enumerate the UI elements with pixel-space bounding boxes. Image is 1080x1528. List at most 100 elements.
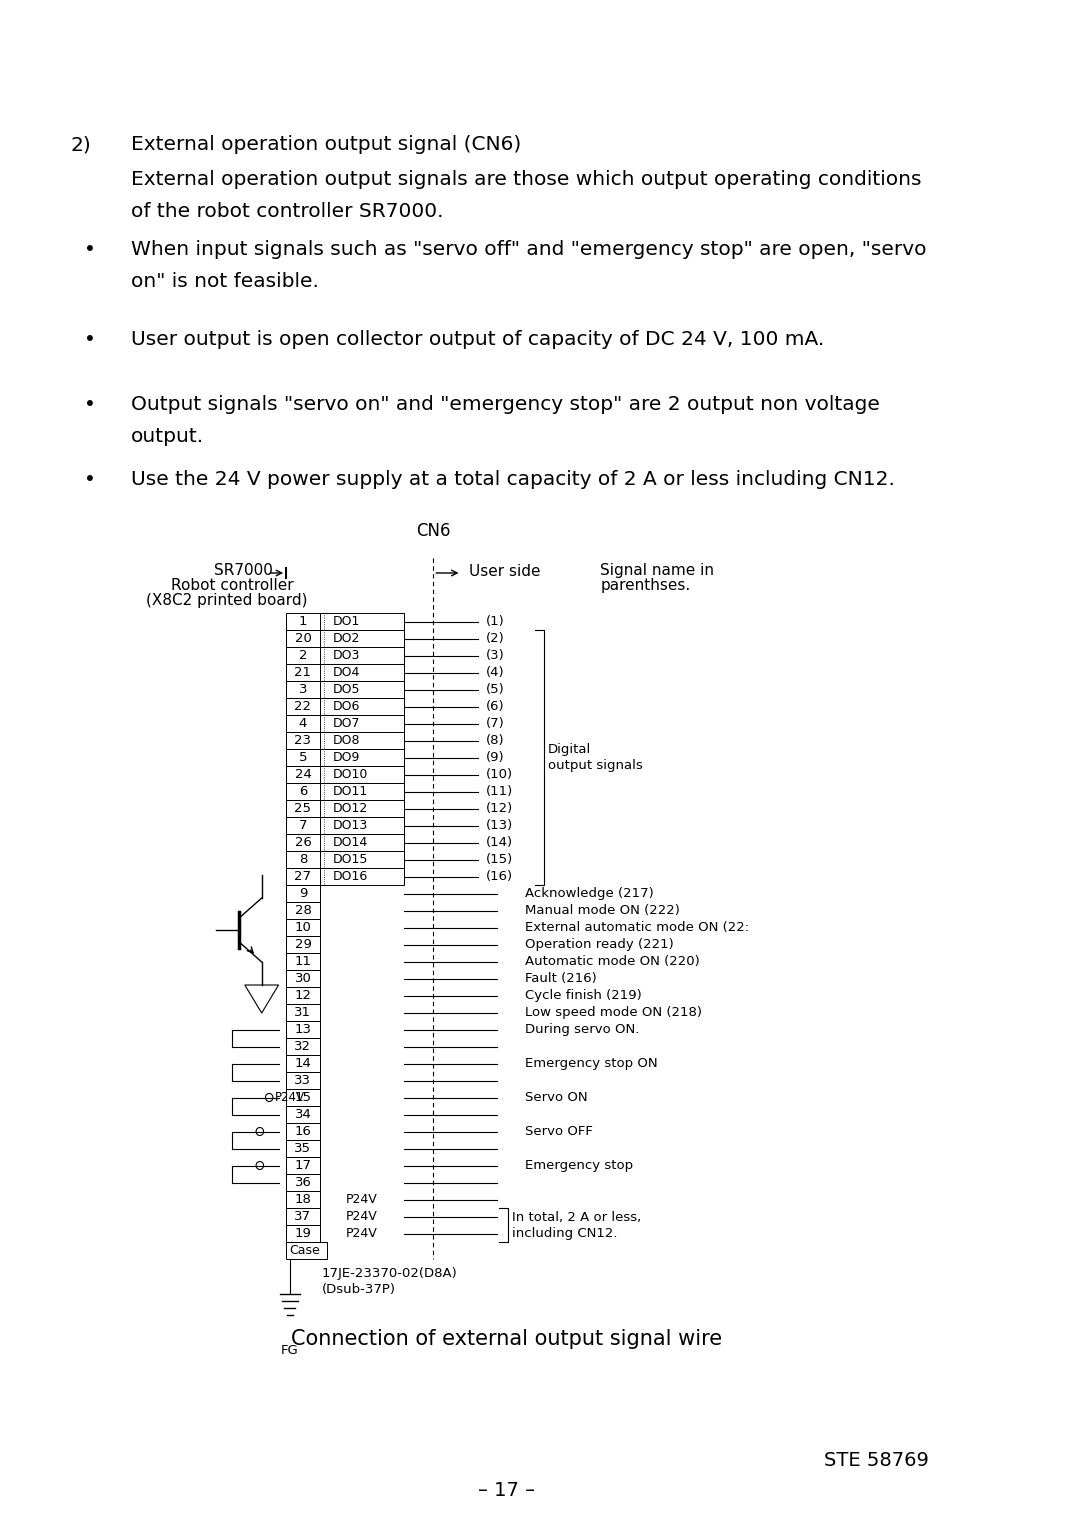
Bar <box>286 851 320 868</box>
Text: DO10: DO10 <box>333 769 368 781</box>
Text: External operation output signals are those which output operating conditions: External operation output signals are th… <box>132 170 922 189</box>
Bar <box>320 817 404 834</box>
Text: Operation ready (221): Operation ready (221) <box>525 938 674 950</box>
Text: Automatic mode ON (220): Automatic mode ON (220) <box>525 955 700 969</box>
Text: 17JE-23370-02(D8A): 17JE-23370-02(D8A) <box>322 1267 458 1280</box>
Bar <box>286 613 320 630</box>
Text: •: • <box>84 396 96 414</box>
Text: Case: Case <box>288 1244 320 1258</box>
Bar <box>286 801 320 817</box>
Text: 10: 10 <box>295 921 311 934</box>
Bar <box>286 1073 320 1089</box>
Text: DO8: DO8 <box>333 733 361 747</box>
Bar <box>286 918 320 937</box>
Text: P24V: P24V <box>347 1193 378 1206</box>
Bar <box>286 1089 320 1106</box>
Text: 29: 29 <box>295 938 311 950</box>
Bar <box>320 665 404 681</box>
Text: When input signals such as "servo off" and "emergency stop" are open, "servo: When input signals such as "servo off" a… <box>132 240 927 260</box>
Text: Manual mode ON (222): Manual mode ON (222) <box>525 905 680 917</box>
Bar <box>286 665 320 681</box>
Text: External operation output signal (CN6): External operation output signal (CN6) <box>132 134 522 154</box>
Text: (9): (9) <box>486 750 504 764</box>
Bar <box>286 1225 320 1242</box>
Text: (13): (13) <box>486 819 513 833</box>
Bar <box>286 732 320 749</box>
Bar <box>320 766 404 782</box>
Text: 1: 1 <box>299 614 307 628</box>
Bar <box>286 834 320 851</box>
Bar <box>286 681 320 698</box>
Text: 7: 7 <box>299 819 307 833</box>
Text: 28: 28 <box>295 905 311 917</box>
Text: Robot controller: Robot controller <box>172 578 294 593</box>
Text: including CN12.: including CN12. <box>512 1227 618 1239</box>
Text: 6: 6 <box>299 785 307 798</box>
Text: 16: 16 <box>295 1125 311 1138</box>
Text: (6): (6) <box>486 700 504 714</box>
Bar <box>286 902 320 918</box>
Text: 9: 9 <box>299 886 307 900</box>
Bar <box>320 749 404 766</box>
Text: DO16: DO16 <box>333 869 368 883</box>
Text: 27: 27 <box>295 869 311 883</box>
Text: 13: 13 <box>295 1024 311 1036</box>
Bar <box>320 801 404 817</box>
Text: DO6: DO6 <box>333 700 361 714</box>
Text: DO12: DO12 <box>333 802 368 814</box>
Text: DO13: DO13 <box>333 819 368 833</box>
Text: Cycle finish (219): Cycle finish (219) <box>525 989 642 1002</box>
Text: Connection of external output signal wire: Connection of external output signal wir… <box>291 1329 723 1349</box>
Text: SR7000: SR7000 <box>215 562 273 578</box>
Text: 33: 33 <box>295 1074 311 1086</box>
Text: 21: 21 <box>295 666 311 678</box>
Text: 23: 23 <box>295 733 311 747</box>
Text: (7): (7) <box>486 717 504 730</box>
Text: 30: 30 <box>295 972 311 986</box>
Text: •: • <box>84 330 96 348</box>
Bar <box>286 1140 320 1157</box>
Text: Servo OFF: Servo OFF <box>525 1125 593 1138</box>
Text: (8): (8) <box>486 733 504 747</box>
Text: DO11: DO11 <box>333 785 368 798</box>
Bar <box>286 782 320 801</box>
Bar <box>320 681 404 698</box>
Bar <box>286 698 320 715</box>
Text: Digital: Digital <box>548 743 591 756</box>
Text: External automatic mode ON (22:: External automatic mode ON (22: <box>525 921 750 934</box>
Text: (12): (12) <box>486 802 513 814</box>
Text: output.: output. <box>132 426 204 446</box>
Bar <box>286 1038 320 1054</box>
Text: parenthses.: parenthses. <box>600 578 690 593</box>
Bar <box>286 1174 320 1190</box>
Text: 15: 15 <box>295 1091 311 1105</box>
Bar <box>286 1106 320 1123</box>
Text: output signals: output signals <box>548 759 643 772</box>
Text: 22: 22 <box>295 700 311 714</box>
Text: In total, 2 A or less,: In total, 2 A or less, <box>512 1210 642 1224</box>
Bar <box>286 1157 320 1174</box>
Text: DO2: DO2 <box>333 633 361 645</box>
Bar <box>286 1054 320 1073</box>
Text: (5): (5) <box>486 683 504 695</box>
Text: DO5: DO5 <box>333 683 361 695</box>
Text: DO14: DO14 <box>333 836 368 850</box>
Text: 24: 24 <box>295 769 311 781</box>
Text: 35: 35 <box>295 1141 311 1155</box>
Text: 14: 14 <box>295 1057 311 1070</box>
Text: (4): (4) <box>486 666 504 678</box>
Text: STE 58769: STE 58769 <box>824 1452 929 1470</box>
Bar <box>286 1190 320 1209</box>
Bar <box>320 782 404 801</box>
Text: (10): (10) <box>486 769 513 781</box>
Bar <box>286 715 320 732</box>
Text: During servo ON.: During servo ON. <box>525 1024 639 1036</box>
Text: 3: 3 <box>299 683 307 695</box>
Bar <box>320 868 404 885</box>
Text: 11: 11 <box>295 955 311 969</box>
Text: 4: 4 <box>299 717 307 730</box>
Text: •: • <box>84 471 96 489</box>
Text: Low speed mode ON (218): Low speed mode ON (218) <box>525 1005 702 1019</box>
Text: 26: 26 <box>295 836 311 850</box>
Text: P24V: P24V <box>274 1091 305 1105</box>
